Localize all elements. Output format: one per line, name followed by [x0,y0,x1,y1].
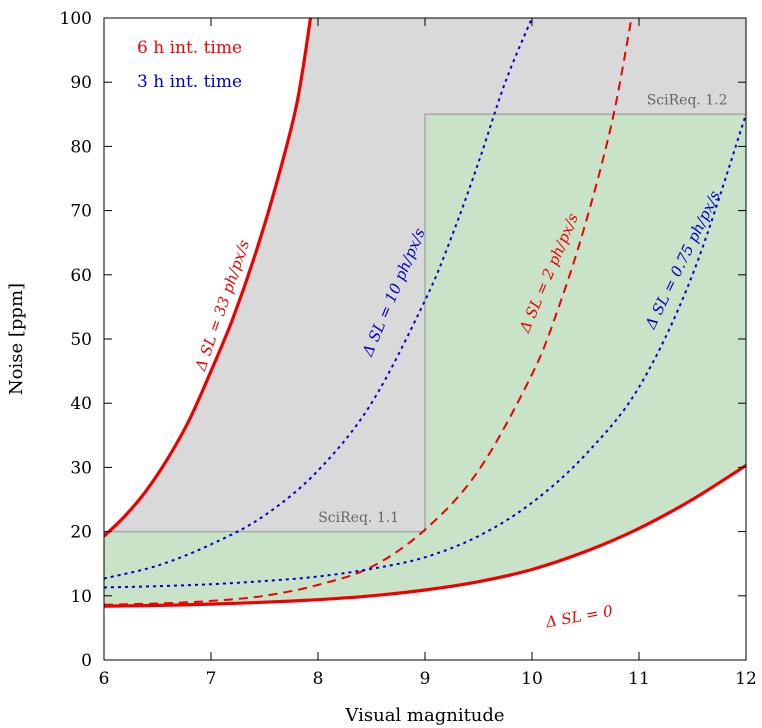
y-axis-label: Noise [ppm] [6,283,27,395]
y-tick-label: 40 [70,394,92,414]
series-line-4 [104,113,746,589]
series-line-3 [104,18,633,606]
y-tick-label: 0 [81,651,92,671]
regions-layer [104,18,746,607]
y-tick-label: 100 [60,9,92,29]
requirement-label: SciReq. 1.1 [318,510,399,526]
series-layer [104,18,746,608]
x-tick-label: 12 [735,669,757,689]
x-tick-label: 11 [628,669,650,689]
requirement-step-line [104,113,746,533]
series-line-1 [104,18,313,538]
requirement-label: SciReq. 1.2 [647,93,728,109]
series-line-0 [104,464,746,608]
x-tick-label: 9 [420,669,431,689]
x-tick-label: 8 [313,669,324,689]
x-tick-label: 10 [521,669,543,689]
y-tick-label: 30 [70,458,92,478]
series-line-2 [104,18,533,580]
y-tick-label: 10 [70,587,92,607]
y-tick-label: 20 [70,523,92,543]
x-tick-label: 6 [99,669,110,689]
x-tick-label: 7 [206,669,217,689]
curve-label: Δ SL = 0 [543,602,614,632]
ticks-layer: 6 7 8 9 10 11 12 0 10 20 30 40 50 60 70 80 90 100 [60,9,757,689]
legend-item-3h: 3 h int. time [137,72,242,92]
y-tick-label: 50 [70,330,92,350]
x-axis-label: Visual magnitude [344,705,504,726]
y-tick-label: 60 [70,266,92,286]
y-tick-label: 90 [70,73,92,93]
y-tick-label: 80 [70,137,92,157]
y-tick-label: 70 [70,202,92,222]
legend-item-6h: 6 h int. time [137,38,242,58]
